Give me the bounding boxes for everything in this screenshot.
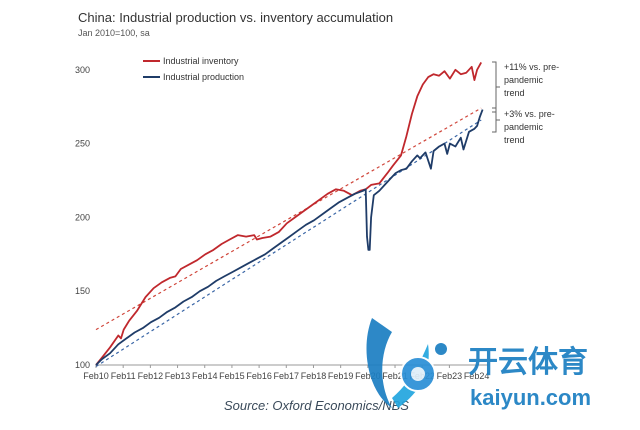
x-tick-label: Feb17 xyxy=(274,371,300,381)
series-line-production xyxy=(95,109,484,366)
annotation-bracket-inventory xyxy=(492,61,500,113)
annotation-production-line3: trend xyxy=(504,135,525,145)
y-axis: 100 150 200 250 300 xyxy=(75,65,488,370)
annotation-inventory: +11% vs. pre- pandemic trend xyxy=(492,61,559,113)
y-tick-label: 250 xyxy=(75,139,90,149)
watermark-brand-en: kaiyun.com xyxy=(470,385,591,410)
annotation-inventory-line3: trend xyxy=(504,88,525,98)
x-tick-label: Feb16 xyxy=(246,371,272,381)
x-tick-label: Feb24 xyxy=(464,371,490,381)
watermark-logo-icon xyxy=(366,318,447,408)
annotation-inventory-line1: +11% vs. pre- xyxy=(504,62,559,72)
x-tick-label: Feb19 xyxy=(328,371,354,381)
annotation-production-line2: pandemic xyxy=(504,122,544,132)
legend-label-production: Industrial production xyxy=(163,72,244,82)
x-tick-label: Feb21 xyxy=(382,371,408,381)
x-tick-label: Feb20 xyxy=(355,371,381,381)
x-tick-label: Feb18 xyxy=(301,371,327,381)
y-tick-label: 300 xyxy=(75,65,90,75)
series-line-inventory xyxy=(95,61,482,366)
x-tick-label: Feb11 xyxy=(111,371,136,381)
legend: Industrial inventory Industrial producti… xyxy=(143,56,244,82)
x-tick-label: Feb15 xyxy=(219,371,245,381)
y-tick-label: 100 xyxy=(75,360,90,370)
x-tick-label: Feb10 xyxy=(83,371,109,381)
chart-title: China: Industrial production vs. invento… xyxy=(78,10,393,25)
annotation-bracket-production xyxy=(492,107,500,133)
watermark: 开云体育 kaiyun.com xyxy=(366,318,591,410)
x-tick-label: Feb13 xyxy=(165,371,191,381)
watermark-brand-cn: 开云体育 xyxy=(468,345,588,379)
chart-subtitle: Jan 2010=100, sa xyxy=(78,28,150,38)
x-tick-label: Feb12 xyxy=(138,371,164,381)
legend-label-inventory: Industrial inventory xyxy=(163,56,239,66)
trend-lines xyxy=(95,107,482,368)
source-note: Source: Oxford Economics/NBS xyxy=(224,398,409,413)
trend-line-production xyxy=(95,119,482,368)
annotation-production: +3% vs. pre- pandemic trend xyxy=(492,107,555,145)
series-lines xyxy=(95,61,484,366)
trend-line-inventory xyxy=(95,107,482,331)
y-tick-label: 200 xyxy=(75,212,90,222)
annotation-inventory-line2: pandemic xyxy=(504,75,544,85)
x-tick-label: Feb14 xyxy=(192,371,218,381)
annotation-production-line1: +3% vs. pre- xyxy=(504,109,555,119)
y-tick-label: 150 xyxy=(75,286,90,296)
x-tick-label: Feb23 xyxy=(437,371,463,381)
